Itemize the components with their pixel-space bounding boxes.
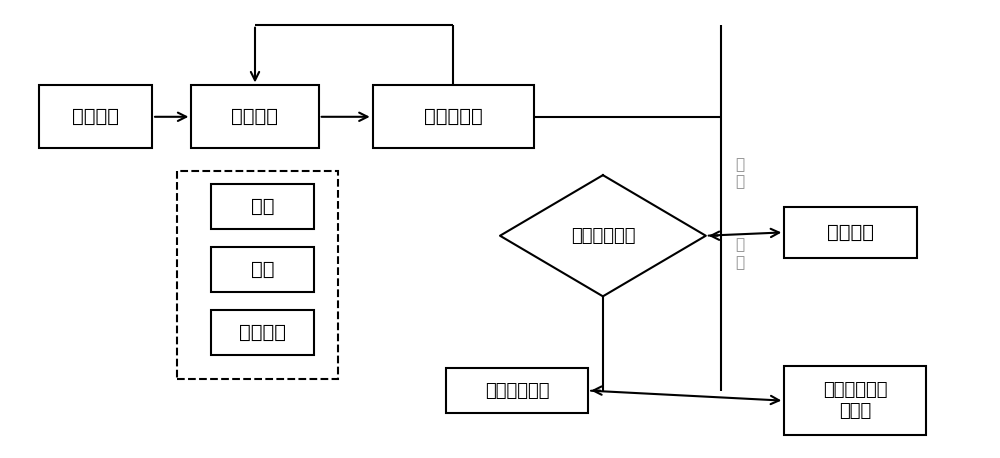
Text: 表格数据记录: 表格数据记录 — [485, 382, 549, 399]
Text: 绝缘电阻值: 绝缘电阻值 — [424, 107, 483, 126]
FancyBboxPatch shape — [211, 247, 314, 292]
Text: 绘制相关性能
关系图: 绘制相关性能 关系图 — [823, 381, 888, 420]
FancyBboxPatch shape — [211, 184, 314, 229]
Text: 无
缺: 无 缺 — [736, 157, 745, 189]
FancyBboxPatch shape — [784, 366, 926, 436]
Text: 滑环产品: 滑环产品 — [72, 107, 119, 126]
Text: 有
缺: 有 缺 — [736, 238, 745, 270]
Text: 条件加载: 条件加载 — [232, 107, 278, 126]
FancyBboxPatch shape — [211, 310, 314, 354]
FancyBboxPatch shape — [446, 368, 588, 413]
Text: 温度: 温度 — [251, 197, 274, 216]
Text: 试验结果: 试验结果 — [827, 223, 874, 242]
FancyBboxPatch shape — [191, 85, 319, 148]
FancyBboxPatch shape — [39, 85, 152, 148]
Text: 是否出现故障: 是否出现故障 — [571, 227, 635, 245]
FancyBboxPatch shape — [373, 85, 534, 148]
Text: 湿度: 湿度 — [251, 260, 274, 279]
Text: 加载电压: 加载电压 — [239, 323, 286, 342]
FancyBboxPatch shape — [784, 207, 916, 258]
